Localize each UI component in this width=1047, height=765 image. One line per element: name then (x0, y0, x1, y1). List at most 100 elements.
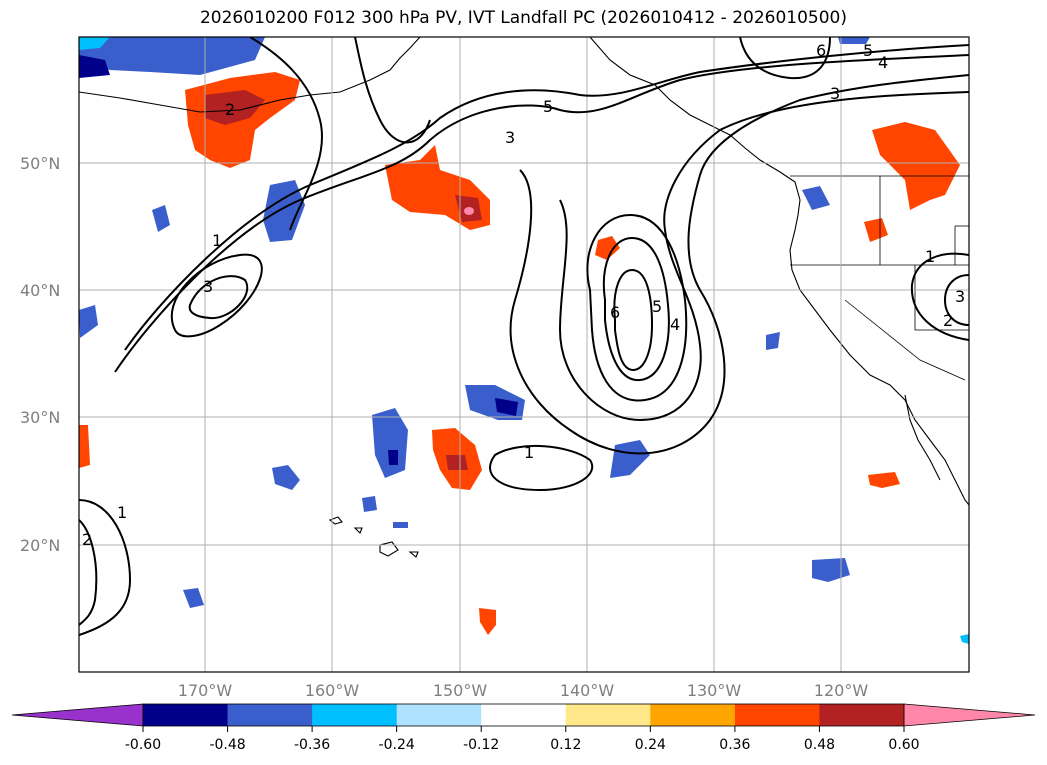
gridlines (79, 37, 969, 672)
ivt-contour (910, 252, 969, 341)
pv-negative-blob (838, 37, 870, 44)
contour-label: 1 (925, 247, 935, 266)
ivt-contour (124, 44, 969, 351)
pv-negative-blob (802, 186, 830, 210)
pv-negative-blob (362, 496, 377, 512)
colorbar-segment (819, 704, 905, 726)
contour-label: 1 (117, 503, 127, 522)
map-frame (78, 36, 970, 673)
colorbar-tick-label: -0.36 (294, 737, 330, 753)
colorbar-segment (650, 704, 736, 726)
contour-label: 2 (943, 311, 953, 330)
colorbar-segment (734, 704, 820, 726)
colorbar-segment (143, 704, 229, 726)
contour-label: 1 (212, 231, 222, 250)
pv-positive-blob (79, 425, 90, 468)
ivt-contour (79, 519, 98, 626)
pv-negative-core (495, 398, 518, 416)
contour-label: 2 (82, 530, 92, 549)
pv-negative-blob (272, 465, 300, 490)
contour-label: 5 (652, 297, 662, 316)
latitude-labels: 50°N 40°N 30°N 20°N (20, 154, 60, 555)
ivt-contours (79, 37, 969, 636)
lon-label: 170°W (178, 681, 233, 700)
colorbar-segment (396, 704, 482, 726)
lon-label: 150°W (433, 681, 488, 700)
colorbar-tick-label: 0.36 (719, 737, 750, 753)
lat-label: 50°N (20, 154, 60, 173)
ivt-contour (558, 91, 969, 422)
pv-negative-blob (766, 332, 780, 350)
ivt-contour (739, 37, 831, 80)
colorbar-segment (312, 704, 398, 726)
contour-label: 4 (878, 53, 888, 72)
colorbar-segment (565, 704, 651, 726)
lon-label: 120°W (814, 681, 869, 700)
pv-positive-core (205, 90, 265, 125)
pv-negative-edge (79, 37, 110, 50)
contour-label: 3 (203, 277, 213, 296)
pv-positive-region (872, 122, 960, 210)
contour-label: 1 (524, 443, 534, 462)
pv-shading (79, 37, 969, 644)
ivt-contour (602, 236, 670, 382)
colorbar-extend-low (11, 703, 144, 727)
ivt-contour (489, 445, 593, 492)
longitude-labels: 170°W 160°W 150°W 140°W 130°W 120°W (178, 681, 869, 700)
colorbar-tick-label: 0.12 (550, 737, 581, 753)
lon-label: 140°W (560, 681, 615, 700)
lat-label: 40°N (20, 281, 60, 300)
ivt-contour (613, 268, 654, 372)
ivt-contour (943, 274, 969, 326)
colorbar-segment (227, 704, 313, 726)
ivt-contour (509, 74, 969, 455)
contour-label: 3 (505, 128, 515, 147)
lat-label: 30°N (20, 408, 60, 427)
pv-negative-blob (79, 305, 98, 338)
colorbar-extend-high (903, 703, 1036, 727)
colorbar-tick-label: 0.48 (804, 737, 835, 753)
contour-label: 6 (610, 303, 620, 322)
colorbar-segment (481, 704, 567, 726)
pv-negative-blob (152, 205, 170, 232)
contour-label: 5 (543, 97, 553, 116)
contour-label: 3 (955, 287, 965, 306)
pv-negative-region (79, 37, 265, 75)
pv-positive-blob (868, 472, 900, 488)
lat-label: 20°N (20, 536, 60, 555)
colorbar-tick-label: -0.24 (379, 737, 415, 753)
page-title: 2026010200 F012 300 hPa PV, IVT Landfall… (199, 8, 847, 28)
pv-negative-blob (393, 522, 408, 528)
pv-negative-blob (263, 180, 305, 242)
colorbar-frame (142, 703, 905, 727)
pv-negative-blob (610, 440, 650, 478)
pv-negative-core (388, 450, 398, 465)
pv-negative-blob (372, 408, 408, 478)
colorbar: -0.60 -0.48 -0.36 -0.24 -0.12 0.12 0.24 0.36 0.4… (11, 703, 1036, 753)
borders (790, 175, 969, 381)
contour-label: 2 (225, 100, 235, 119)
ivt-contour (170, 253, 263, 338)
lon-label: 130°W (687, 681, 742, 700)
pv-positive-blob (595, 236, 620, 260)
pv-positive-blob (479, 608, 496, 635)
pv-positive-blob (864, 218, 888, 242)
contour-label: 6 (816, 41, 826, 60)
ivt-contour (354, 37, 431, 144)
ivt-contour (586, 213, 688, 402)
pv-max-spot (464, 207, 474, 215)
ivt-contour (249, 37, 323, 231)
contour-labels: 1 3 2 3 5 6 5 4 1 1 2 6 5 4 3 1 2 3 (82, 41, 965, 549)
contour-label: 3 (830, 84, 840, 103)
ivt-contour (188, 275, 249, 320)
pv-negative-blob (960, 634, 969, 644)
pv-negative-core (79, 55, 110, 78)
ivt-contour (79, 499, 132, 636)
lon-label: 160°W (305, 681, 360, 700)
ivt-contour (114, 54, 969, 373)
colorbar-tick-label: -0.60 (125, 737, 161, 753)
contour-label: 5 (863, 41, 873, 60)
contour-label: 4 (670, 315, 680, 334)
colorbar-tick-label: 0.60 (888, 737, 919, 753)
